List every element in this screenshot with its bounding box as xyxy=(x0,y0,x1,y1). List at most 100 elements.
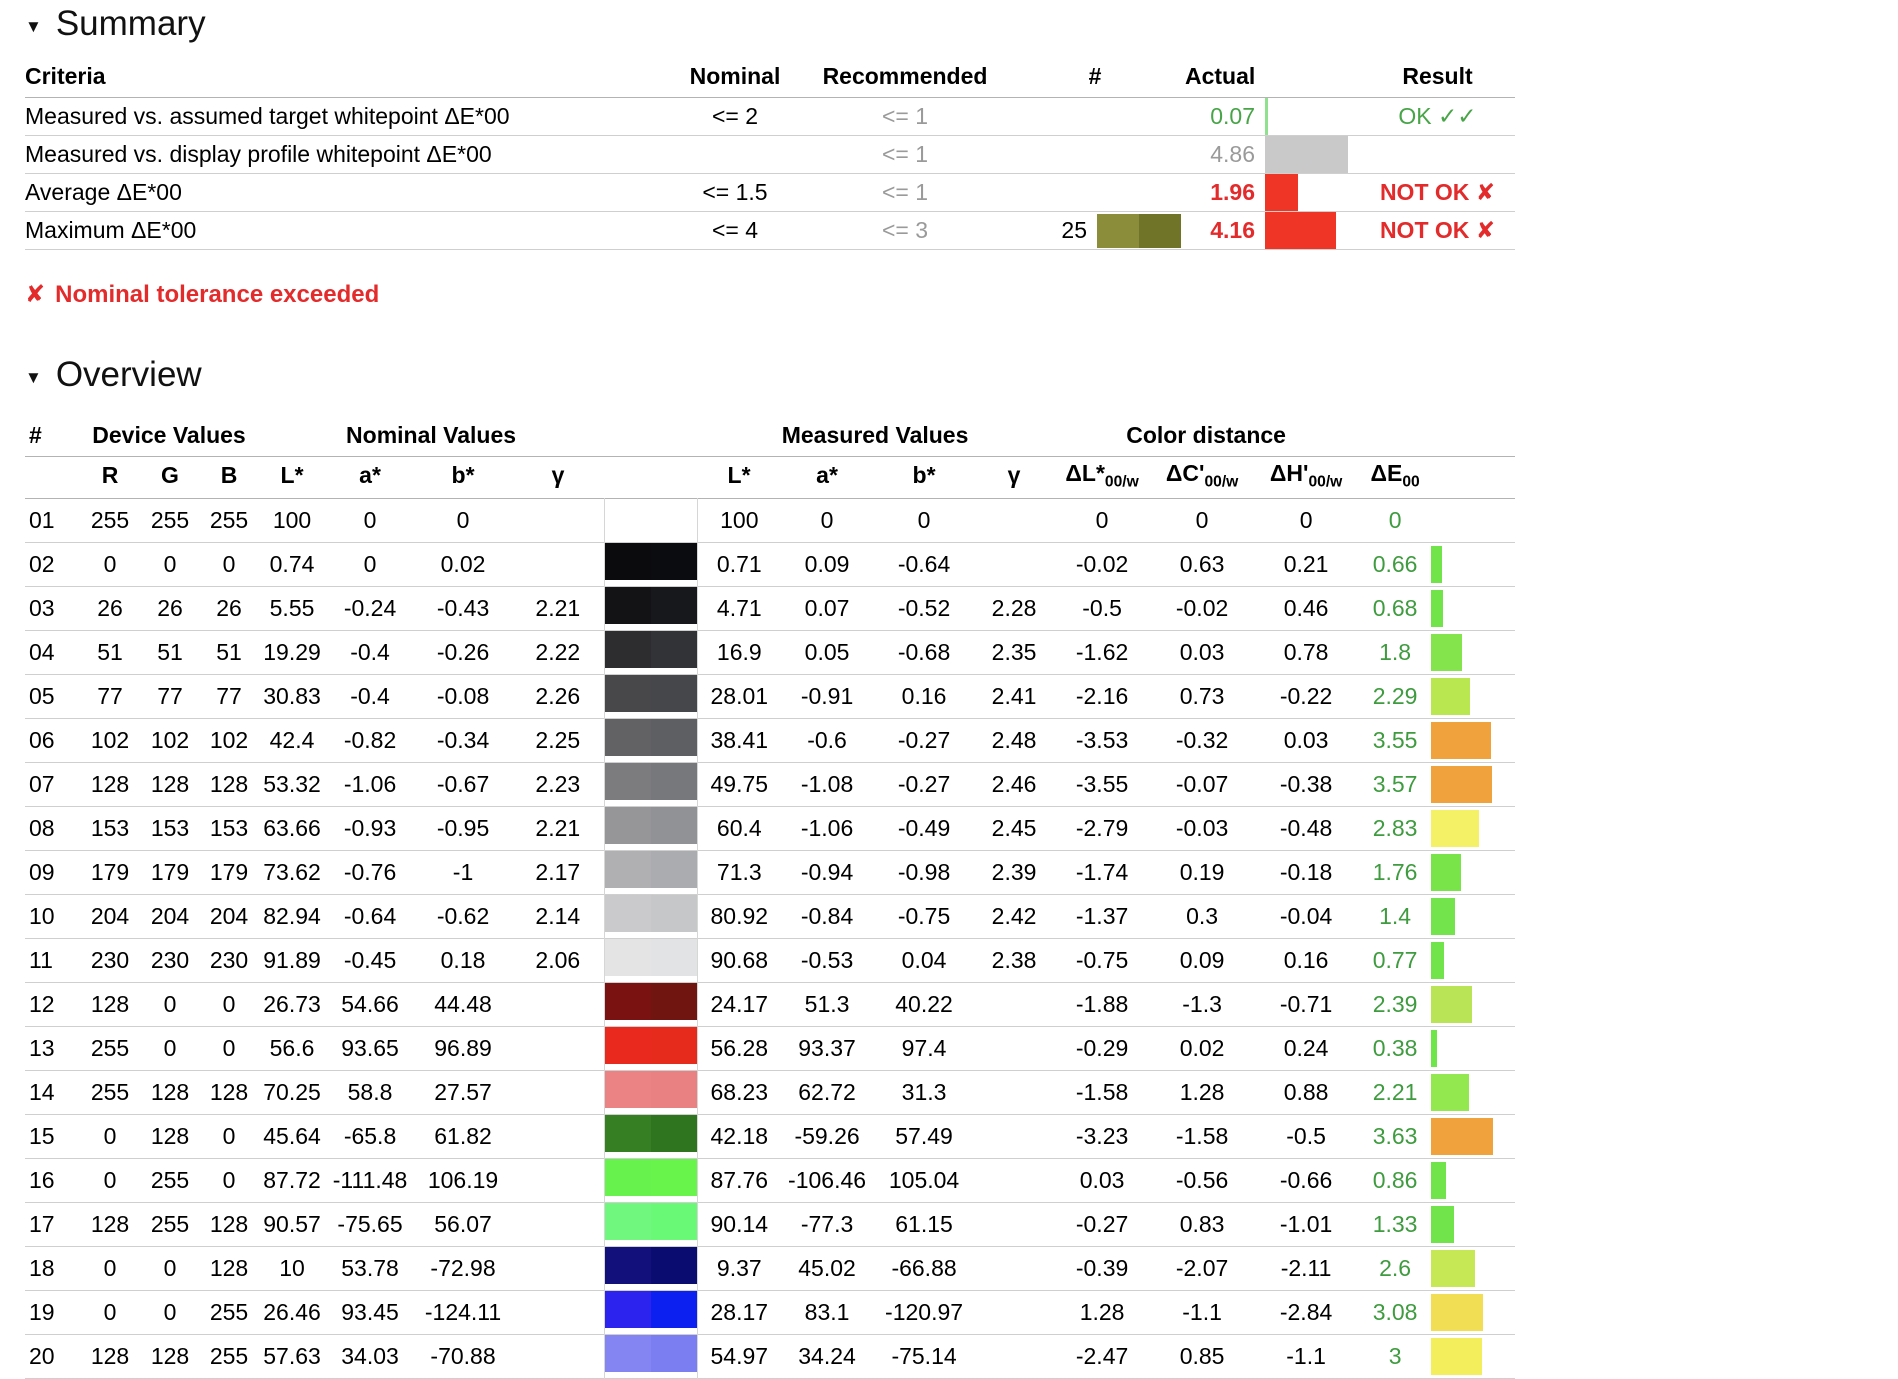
patch-color-swatch xyxy=(605,674,697,712)
delta-e-bar xyxy=(1431,1073,1470,1111)
actual-value-cell: 4.86 xyxy=(1210,141,1255,167)
swatch-half xyxy=(605,762,651,800)
delta-h-cell: -0.22 xyxy=(1279,682,1333,709)
device-r-cell: 26 xyxy=(97,594,123,621)
swatch-half xyxy=(650,1246,697,1284)
delta-c-cell: 0.85 xyxy=(1179,1342,1225,1369)
column-header-nominal: Nominal xyxy=(689,63,781,89)
delta-h-cell: 0.21 xyxy=(1283,550,1329,577)
delta-l-cell: -0.29 xyxy=(1075,1034,1129,1061)
sub-header-measured-gamma: γ xyxy=(1007,462,1021,489)
device-g-cell: 255 xyxy=(150,1166,190,1193)
nominal-a-cell: -0.82 xyxy=(343,726,397,753)
delta-l-cell: -0.39 xyxy=(1075,1254,1129,1281)
delta-e-bar-cell xyxy=(1431,1158,1515,1202)
nominal-a-cell: 53.78 xyxy=(341,1254,399,1281)
delta-h-cell: -0.38 xyxy=(1279,770,1333,797)
summary-row: Maximum ΔE*00 <= 4 <= 3 25 4.16 NOT OK ✘ xyxy=(25,212,1515,250)
summary-section-toggle[interactable]: ▼ Summary xyxy=(25,4,1898,44)
result-bar-cell xyxy=(1265,98,1360,136)
device-g-cell: 179 xyxy=(150,858,190,885)
nominal-cell: <= 1.5 xyxy=(702,179,768,205)
patch-color-swatch xyxy=(605,1158,697,1196)
delta-c-cell: -0.03 xyxy=(1175,814,1229,841)
device-g-cell: 0 xyxy=(163,1298,177,1325)
nominal-a-cell: -0.4 xyxy=(350,682,390,709)
delta-h-cell: 0.24 xyxy=(1283,1034,1329,1061)
sub-header-nominal-a: a* xyxy=(359,462,381,489)
count-value: 25 xyxy=(1061,217,1087,243)
sub-header-swatch-spacer xyxy=(604,457,697,499)
nominal-b-cell: -0.62 xyxy=(436,902,490,929)
delta-c-cell: 0.19 xyxy=(1179,858,1225,885)
swatch-half xyxy=(1139,213,1181,248)
patch-color-swatch xyxy=(605,542,697,580)
count-cell: 25 xyxy=(1005,212,1185,250)
device-b-cell: 128 xyxy=(209,770,249,797)
nominal-gamma-cell: 2.25 xyxy=(535,726,581,753)
patch-color-swatch xyxy=(605,1334,697,1372)
sub-header-nominal-l: L* xyxy=(280,462,304,489)
measured-gamma-cell: 2.42 xyxy=(991,902,1037,929)
device-r-cell: 0 xyxy=(103,1298,117,1325)
measured-a-cell: -106.46 xyxy=(788,1166,867,1193)
delta-e-bar-cell xyxy=(1431,1026,1515,1070)
group-header-de-spacer xyxy=(1359,417,1431,457)
nominal-a-cell: 93.45 xyxy=(341,1298,399,1325)
nominal-gamma-cell: 2.23 xyxy=(535,770,581,797)
device-g-cell: 153 xyxy=(150,814,190,841)
nominal-a-cell: 93.65 xyxy=(341,1034,399,1061)
measured-l-cell: 54.97 xyxy=(710,1342,769,1369)
measured-gamma-cell xyxy=(975,1290,1053,1334)
delta-e-bar xyxy=(1431,589,1444,627)
delta-e-bar-cell xyxy=(1431,850,1515,894)
group-header-number: # xyxy=(29,422,42,448)
delta-c-cell: -0.56 xyxy=(1175,1166,1229,1193)
delta-e-bar-cell xyxy=(1431,1334,1515,1378)
delta-c-cell: 0 xyxy=(1195,506,1209,533)
delta-e-bar xyxy=(1431,545,1443,583)
recommended-cell: <= 1 xyxy=(881,141,929,167)
patch-swatch-cell xyxy=(603,1070,698,1115)
criteria-cell: Measured vs. display profile whitepoint … xyxy=(25,141,492,167)
delta-c-cell: -1.1 xyxy=(1182,1298,1222,1325)
sub-header-empty xyxy=(25,457,80,499)
nominal-gamma-cell xyxy=(512,542,604,586)
nominal-l-cell: 53.32 xyxy=(263,770,321,797)
delta-e-bar-cell xyxy=(1431,1202,1515,1246)
swatch-half xyxy=(605,1202,651,1240)
overview-section-toggle[interactable]: ▼ Overview xyxy=(25,355,1898,395)
overview-sub-header-row: R G B L* a* b* γ L* a* b* γ ΔL*00/w ΔC'0… xyxy=(25,457,1516,499)
overview-row: 11 230 230 230 91.89 -0.45 0.18 2.06 90.68 -0.53 0… xyxy=(25,938,1516,983)
patch-color-swatch xyxy=(605,894,697,932)
summary-row: Average ΔE*00 <= 1.5 <= 1 1.96 NOT OK ✘ xyxy=(25,174,1515,212)
measured-l-cell: 16.9 xyxy=(716,638,762,665)
nominal-a-cell: -65.8 xyxy=(343,1122,397,1149)
nominal-gamma-cell: 2.21 xyxy=(535,814,581,841)
swatch-half xyxy=(1097,213,1139,248)
device-g-cell: 26 xyxy=(157,594,183,621)
sub-header-delta-l: ΔL*00/w xyxy=(1065,460,1139,491)
measured-a-cell: -59.26 xyxy=(794,1122,860,1149)
measured-gamma-cell: 2.38 xyxy=(991,946,1037,973)
swatch-half xyxy=(650,894,697,932)
tolerance-exceeded-alert: ✘ Nominal tolerance exceeded xyxy=(25,280,1898,309)
device-b-cell: 0 xyxy=(222,1122,236,1149)
delta-e-bar xyxy=(1431,1205,1455,1243)
patch-swatch-cell xyxy=(603,1290,698,1335)
group-header-color-distance: Color distance xyxy=(1126,422,1286,448)
swatch-half xyxy=(605,938,651,976)
delta-e-bar xyxy=(1431,809,1480,847)
delta-e-cell: 3.08 xyxy=(1372,1298,1418,1325)
measured-gamma-cell xyxy=(975,982,1053,1026)
delta-e-cell: 0 xyxy=(1388,506,1402,533)
sub-header-bar-spacer xyxy=(1431,457,1515,499)
measured-b-cell: 0.04 xyxy=(901,946,947,973)
patch-number-cell: 14 xyxy=(29,1078,55,1105)
overview-row: 10 204 204 204 82.94 -0.64 -0.62 2.14 80.92 -0.84… xyxy=(25,894,1516,939)
measured-a-cell: 34.24 xyxy=(798,1342,856,1369)
result-cell: NOT OK ✘ xyxy=(1379,179,1496,205)
measured-a-cell: 83.1 xyxy=(804,1298,850,1325)
nominal-b-cell: 96.89 xyxy=(434,1034,492,1061)
delta-e-bar-cell xyxy=(1431,894,1515,938)
